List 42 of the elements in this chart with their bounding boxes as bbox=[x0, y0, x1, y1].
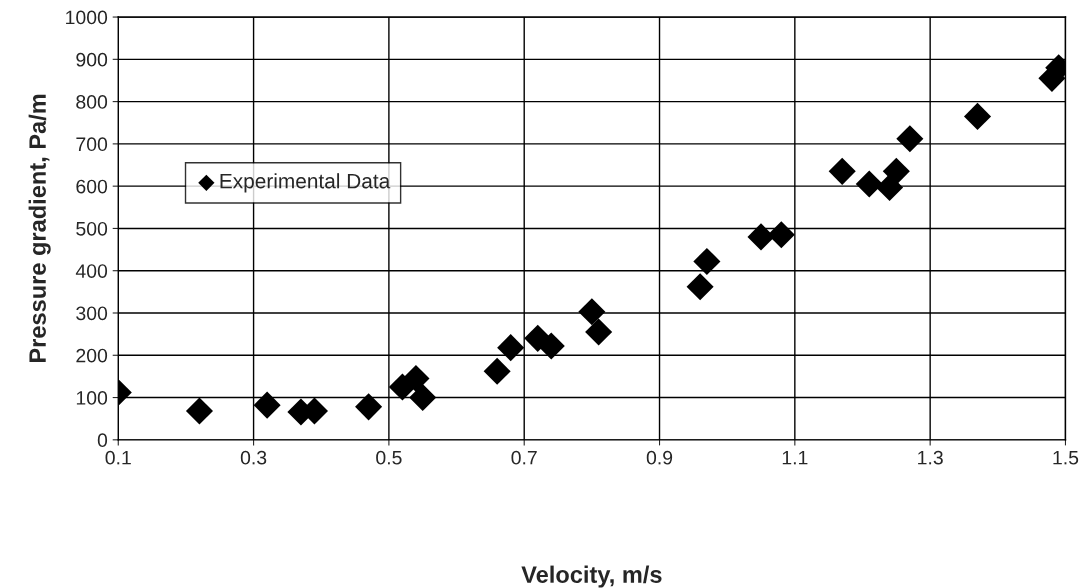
point bbox=[578, 298, 606, 326]
y-tick-label: 1000 bbox=[66, 10, 108, 25]
point bbox=[355, 393, 383, 421]
x-tick-label: 1.1 bbox=[782, 450, 808, 465]
point bbox=[402, 364, 430, 393]
point bbox=[409, 384, 437, 412]
y-tick-label: 900 bbox=[76, 52, 108, 67]
y-tick-label: 400 bbox=[75, 264, 108, 278]
point bbox=[963, 102, 992, 130]
point bbox=[747, 223, 775, 251]
y-tick-label: 300 bbox=[76, 306, 108, 321]
point bbox=[896, 125, 924, 153]
point bbox=[876, 173, 904, 201]
point bbox=[828, 157, 856, 185]
point bbox=[253, 391, 281, 419]
point bbox=[537, 332, 565, 360]
x-tick-label: 1.3 bbox=[918, 450, 943, 465]
point bbox=[767, 221, 795, 249]
y-tick-label: 200 bbox=[76, 348, 108, 363]
y-tick-label: 600 bbox=[76, 179, 108, 194]
x-tick-label: 0.1 bbox=[105, 450, 131, 465]
legend-label: Experimental Data bbox=[220, 173, 391, 193]
y-tick-label: 700 bbox=[76, 137, 108, 152]
y-tick-label: 100 bbox=[76, 391, 108, 405]
y-tick-label: 800 bbox=[76, 95, 108, 109]
x-tick-label: 0.9 bbox=[646, 450, 673, 465]
point bbox=[185, 397, 213, 425]
x-tick-label: 1.5 bbox=[1053, 450, 1079, 465]
x-axis-title: Velocity, m/s bbox=[521, 565, 662, 588]
x-tick-label: 0.3 bbox=[240, 450, 267, 465]
point bbox=[882, 157, 910, 185]
point bbox=[686, 273, 714, 301]
point bbox=[585, 318, 613, 346]
point bbox=[693, 247, 721, 275]
y-tick-label: 0 bbox=[97, 433, 108, 448]
x-tick-label: 0.7 bbox=[511, 450, 537, 465]
y-tick-label: 500 bbox=[76, 221, 108, 236]
y-axis-title: Pressure gradient, Pa/m bbox=[28, 94, 51, 363]
point bbox=[483, 357, 511, 385]
point bbox=[497, 334, 525, 362]
x-tick-label: 0.5 bbox=[376, 450, 402, 465]
point bbox=[855, 170, 883, 198]
